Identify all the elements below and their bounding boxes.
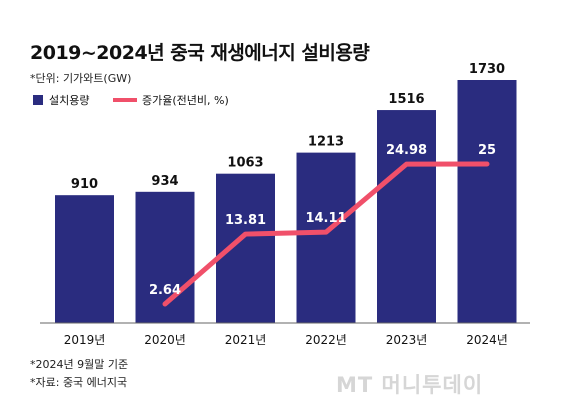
x-tick-label-4: 2023년 bbox=[386, 333, 428, 347]
source-note: *자료: 중국 에너지국 bbox=[30, 376, 128, 389]
bar-5 bbox=[457, 80, 517, 323]
bar-4 bbox=[377, 110, 436, 323]
x-tick-label-5: 2024년 bbox=[466, 333, 508, 347]
bar-value-label-0: 910 bbox=[71, 177, 98, 192]
watermark-logo: MT 머니투데이 bbox=[336, 373, 484, 397]
bar-3 bbox=[296, 152, 356, 323]
line-value-label-4: 24.98 bbox=[386, 143, 427, 158]
legend-label-bar: 설치용량 bbox=[49, 94, 89, 107]
line-value-label-2: 13.81 bbox=[225, 213, 266, 228]
chart-title: 2019~2024년 중국 재생에너지 설비용량 bbox=[30, 42, 370, 64]
growth-line bbox=[162, 161, 490, 307]
unit-note: *단위: 기가와트(GW) bbox=[30, 72, 132, 85]
bar-value-label-5: 1730 bbox=[469, 62, 505, 77]
line-value-label-1: 2.64 bbox=[149, 283, 181, 298]
x-tick-label-2: 2021년 bbox=[225, 333, 267, 347]
line-value-label-3: 14.11 bbox=[305, 211, 346, 226]
x-axis-ticks: 2019년 2020년 2021년 2022년 2023년 2024년 bbox=[64, 333, 508, 347]
bar-value-label-4: 1516 bbox=[388, 92, 424, 107]
legend-swatch-bar bbox=[33, 95, 43, 105]
footnote: *2024년 9월말 기준 bbox=[30, 358, 129, 371]
growth-line-path bbox=[162, 161, 490, 307]
bar-value-label-3: 1213 bbox=[308, 135, 344, 150]
bar-value-labels: 910 934 1063 1213 1516 1730 bbox=[71, 62, 505, 192]
legend-label-line: 증가율(전년비, %) bbox=[142, 94, 229, 107]
bars bbox=[55, 80, 517, 323]
x-tick-label-1: 2020년 bbox=[144, 333, 186, 347]
line-value-label-5: 25 bbox=[478, 143, 496, 158]
bar-value-label-1: 934 bbox=[151, 174, 178, 189]
line-value-labels: 2.64 13.81 14.11 24.98 25 bbox=[149, 143, 496, 298]
x-tick-label-3: 2022년 bbox=[305, 333, 347, 347]
bar-value-label-2: 1063 bbox=[227, 156, 263, 171]
chart-area: 설치용량 증가율(전년비, %) 2019년 2020년 2021년 2022년 202… bbox=[33, 62, 530, 347]
bar-0 bbox=[55, 195, 114, 323]
legend: 설치용량 증가율(전년비, %) bbox=[33, 94, 229, 107]
x-tick-label-0: 2019년 bbox=[64, 333, 106, 347]
bar-2 bbox=[216, 173, 275, 323]
